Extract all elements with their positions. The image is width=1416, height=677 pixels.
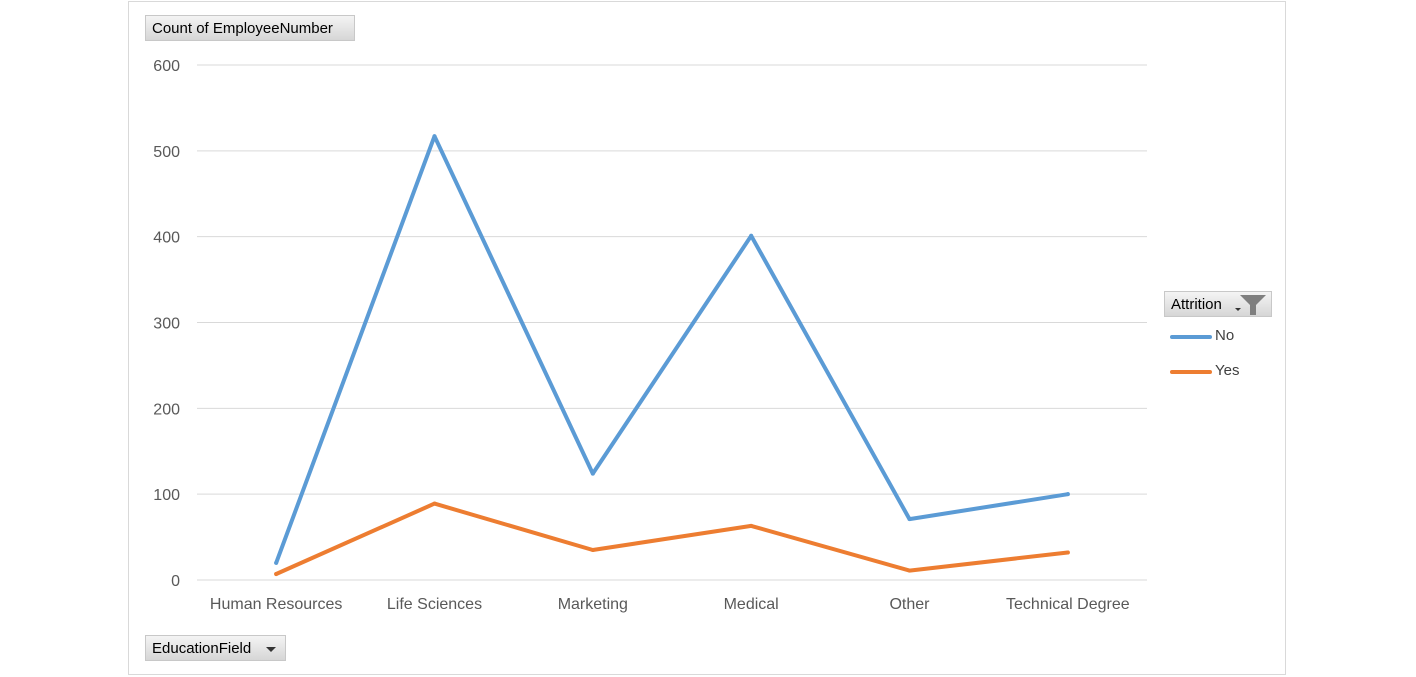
filter-icon	[1240, 295, 1266, 315]
legend-field-label: Attrition	[1171, 296, 1222, 313]
y-tick-label: 100	[153, 487, 180, 504]
chart-area	[128, 1, 1286, 675]
axis-field-button[interactable]: EducationField	[145, 635, 286, 661]
data-point-no	[432, 134, 437, 139]
y-axis-ticks: 0 100 200 300 400 500 600	[153, 58, 180, 590]
data-point-no	[749, 233, 754, 238]
x-tick-label: Human Resources	[210, 596, 343, 613]
data-point-yes	[274, 571, 279, 576]
x-tick-label: Life Sciences	[387, 596, 482, 613]
data-point-yes	[749, 523, 754, 528]
y-tick-label: 400	[153, 230, 180, 247]
value-field-label: Count of EmployeeNumber	[152, 20, 333, 37]
axis-field-label: EducationField	[152, 640, 252, 657]
legend-line-no	[1170, 335, 1212, 339]
data-point-no	[590, 471, 595, 476]
x-tick-label: Other	[889, 596, 930, 613]
data-point-yes	[590, 547, 595, 552]
series-line-no	[274, 134, 1070, 565]
data-point-yes	[432, 501, 437, 506]
legend-label-yes: Yes	[1215, 362, 1240, 379]
value-field-button[interactable]: Count of EmployeeNumber	[145, 15, 355, 41]
y-tick-label: 300	[153, 316, 180, 333]
y-tick-label: 200	[153, 401, 180, 418]
data-point-no	[907, 517, 912, 522]
y-tick-label: 0	[171, 573, 180, 590]
legend-label-no: No	[1215, 327, 1235, 344]
y-tick-label: 600	[153, 58, 180, 75]
x-axis-ticks: Human Resources Life Sciences Marketing Med…	[210, 596, 1130, 613]
dropdown-arrow-icon	[1235, 308, 1241, 311]
x-tick-label: Marketing	[558, 596, 628, 613]
legend-line-yes	[1170, 370, 1212, 374]
legend-field-button[interactable]: Attrition	[1164, 291, 1272, 317]
data-point-yes	[907, 568, 912, 573]
series-lines	[274, 134, 1070, 576]
x-tick-label: Technical Degree	[1006, 596, 1130, 613]
data-point-no	[274, 560, 279, 565]
data-point-yes	[1065, 550, 1070, 555]
gridlines	[197, 64, 1147, 581]
series-line-yes	[274, 501, 1070, 576]
data-point-no	[1065, 492, 1070, 497]
y-tick-label: 500	[153, 144, 180, 161]
dropdown-arrow-icon	[266, 647, 276, 652]
x-tick-label: Medical	[724, 596, 779, 613]
